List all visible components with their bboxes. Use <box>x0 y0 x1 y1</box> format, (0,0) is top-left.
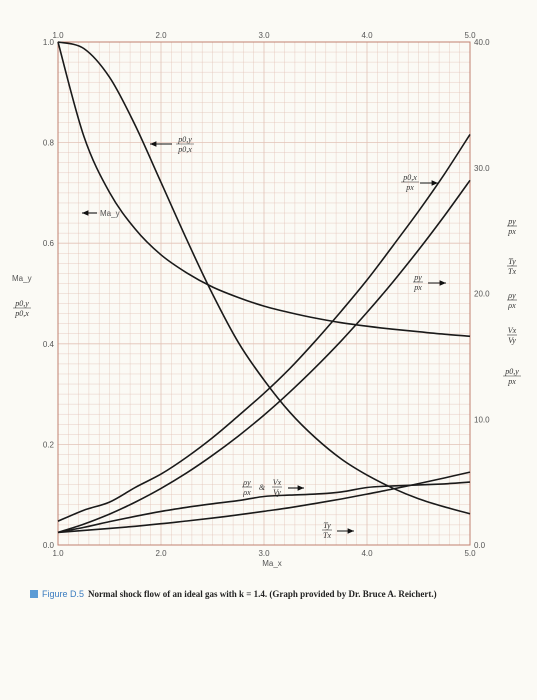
series-line-0 <box>57 41 471 338</box>
x-tick-bottom: 3.0 <box>258 549 270 558</box>
y-tick-left: 1.0 <box>43 38 55 47</box>
right-axis-label-2-num: ρy <box>507 291 516 300</box>
annotation-py-px-den: px <box>413 283 422 292</box>
x-tick-bottom: 4.0 <box>361 549 373 558</box>
x-tick-bottom: 5.0 <box>464 549 476 558</box>
series-line-5 <box>57 471 471 534</box>
tick-labels: 1.0 2.0 3.0 4.0 5.01.0 2.0 3.0 4.0 5.00.00.20.40… <box>43 31 490 568</box>
plot-frame <box>57 41 471 546</box>
y-tick-left: 0.2 <box>43 440 55 449</box>
annotation-p0x-px-den: px <box>405 183 414 192</box>
left-axis-label-p0-ratio: p0,yp0,x <box>13 299 31 318</box>
annotation-p0y-p0x-den: p0,x <box>177 145 192 154</box>
y-tick-left: 0.6 <box>43 239 55 248</box>
annotation-p0x-px-num: p0,x <box>402 173 417 182</box>
right-axis-label-3-den: Vy <box>508 336 516 345</box>
right-axis-label-3-num: Vx <box>508 326 517 335</box>
x-tick-top: 1.0 <box>52 31 64 40</box>
y-tick-right: 0.0 <box>474 541 486 550</box>
annotation-p0x-px: p0,xpx <box>401 173 419 192</box>
left-axis-label-p0-ratio-den: p0,x <box>14 309 29 318</box>
right-axis-label-4-den: px <box>507 377 516 386</box>
caption-square-icon <box>30 590 38 598</box>
series-line-3 <box>57 179 471 534</box>
annotation-p0y-p0x-num: p0,y <box>177 135 192 144</box>
y-tick-left: 0.0 <box>43 541 55 550</box>
right-axis-label-4-num: p0,y <box>504 367 519 376</box>
annotation-ty-tx-den: Tx <box>323 531 331 540</box>
series-line-1 <box>57 41 471 515</box>
series-line-2 <box>57 133 471 522</box>
annotation-amp: & <box>259 483 266 492</box>
figure-caption: Figure D.5 Normal shock flow of an ideal … <box>30 588 500 601</box>
x-tick-top: 4.0 <box>361 31 373 40</box>
x-tick-top: 3.0 <box>258 31 270 40</box>
y-tick-right: 10.0 <box>474 415 490 424</box>
figure-label: Figure D.5 <box>42 589 85 599</box>
y-tick-left: 0.8 <box>43 139 55 148</box>
x-tick-bottom: 1.0 <box>52 549 64 558</box>
right-axis-label-0-den: px <box>507 227 516 236</box>
arrow-py-px-head <box>439 280 446 286</box>
right-axis-label-1-den: Tx <box>508 267 516 276</box>
caption-text: Normal shock flow of an ideal gas with k… <box>88 589 437 599</box>
arrow-p0x-px-head <box>431 180 438 186</box>
right-axis-label-0-num: py <box>507 217 516 226</box>
left-axis-label-ma-y: Ma_y <box>12 274 32 283</box>
x-tick-bottom: 2.0 <box>155 549 167 558</box>
grid-lines <box>58 42 470 545</box>
annotation-p0y-p0x: p0,yp0,x <box>176 135 194 154</box>
annotation-rho-den: ρx <box>242 488 251 497</box>
y-tick-left: 0.4 <box>43 340 55 349</box>
annotation-v-den: Vy <box>273 488 281 497</box>
annotation-py-px-num: py <box>413 273 422 282</box>
arrow-p0y-p0x-head <box>150 141 157 147</box>
x-tick-top: 5.0 <box>464 31 476 40</box>
series-lines <box>57 41 471 534</box>
right-axis-label-2-den: ρx <box>507 301 516 310</box>
annotation-rho-num: ρy <box>242 478 251 487</box>
y-tick-right: 40.0 <box>474 38 490 47</box>
x-axis-label: Ma_x <box>262 559 282 568</box>
arrow-rho-v-head <box>297 485 304 491</box>
right-axis-label-1-num: Ty <box>508 257 516 266</box>
x-tick-top: 2.0 <box>155 31 167 40</box>
annotation-ty-tx-num: Ty <box>323 521 331 530</box>
arrow-ty-tx-head <box>347 528 354 534</box>
y-tick-right: 20.0 <box>474 290 490 299</box>
right-axis-label-4: p0,ypx <box>503 367 521 386</box>
series-line-4 <box>57 481 471 534</box>
normal-shock-chart: 1.0 2.0 3.0 4.0 5.01.0 2.0 3.0 4.0 5.00.00.20.40… <box>12 31 521 568</box>
annotation-v-num: Vx <box>273 478 282 487</box>
arrow-ma-y-head <box>82 210 89 216</box>
left-axis-label-p0-ratio-num: p0,y <box>14 299 29 308</box>
annotations: p0,yp0,xMa_yp0,xpxpypxρyρx&VxVyTyTxMa_yp… <box>12 135 521 540</box>
annotation-ma-y: Ma_y <box>100 209 120 218</box>
y-tick-right: 30.0 <box>474 164 490 173</box>
